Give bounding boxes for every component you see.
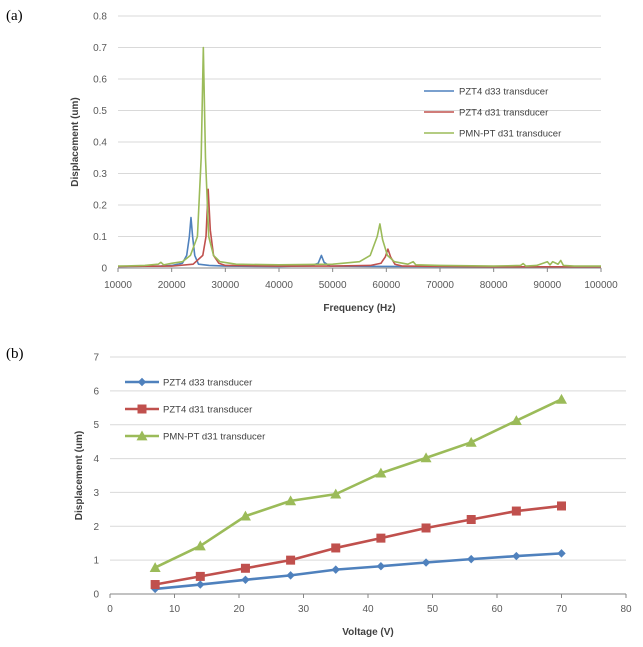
data-point-pzt4-d31-transducer <box>331 543 341 553</box>
data-point-pmn-pt-d31-transducer <box>375 467 387 478</box>
y-tick-label: 0 <box>93 590 99 601</box>
x-tick-label: 60 <box>491 604 503 615</box>
data-point-pmn-pt-d31-transducer <box>239 510 251 521</box>
y-tick-label: 0.3 <box>93 169 107 180</box>
data-point-pmn-pt-d31-transducer <box>194 540 206 551</box>
x-tick-label: 90000 <box>533 280 561 291</box>
legend-label-pzt4-d33-transducer: PZT4 d33 transducer <box>163 378 252 389</box>
x-tick-label: 50 <box>427 604 439 615</box>
series-line-pzt4-d33-transducer <box>117 216 601 268</box>
data-point-pzt4-d31-transducer <box>557 501 566 511</box>
data-point-pzt4-d33-transducer <box>241 575 250 584</box>
y-tick-label: 3 <box>93 488 99 499</box>
x-tick-label: 100000 <box>584 280 618 291</box>
x-tick-label: 30000 <box>211 280 239 291</box>
legend-label-pzt4-d31-transducer: PZT4 d31 transducer <box>459 108 548 119</box>
data-point-pzt4-d31-transducer <box>150 580 160 590</box>
y-tick-label: 0.7 <box>93 43 107 54</box>
series-line-pzt4-d31-transducer <box>154 504 562 586</box>
y-tick-label: 0.8 <box>93 12 107 23</box>
data-point-pzt4-d33-transducer <box>421 558 431 567</box>
legend-label-pzt4-d31-transducer: PZT4 d31 transducer <box>163 405 252 416</box>
y-tick-label: 7 <box>93 353 99 364</box>
data-point-pzt4-d31-transducer <box>240 563 250 573</box>
x-tick-label: 0 <box>107 604 113 615</box>
y-tick-label: 1 <box>93 556 99 567</box>
data-point-pzt4-d31-transducer <box>286 555 296 565</box>
y-tick-label: 6 <box>93 386 99 397</box>
data-point-pzt4-d31-transducer <box>511 506 521 516</box>
x-tick-label: 40 <box>362 604 374 615</box>
x-tick-label: 70000 <box>426 280 454 291</box>
y-tick-label: 2 <box>93 522 99 533</box>
series-line-pmn-pt-d31-transducer <box>154 398 563 569</box>
data-point-pmn-pt-d31-transducer <box>556 393 567 404</box>
data-point-pmn-pt-d31-transducer <box>285 495 297 506</box>
y-tick-label: 0 <box>101 264 107 275</box>
y-tick-label: 0.1 <box>93 232 107 243</box>
data-point-pmn-pt-d31-transducer <box>149 562 161 572</box>
data-point-pmn-pt-d31-transducer <box>420 452 432 463</box>
y-tick-label: 0.4 <box>93 138 107 149</box>
data-point-pzt4-d33-transducer <box>467 554 476 564</box>
x-tick-label: 10 <box>169 604 181 615</box>
data-point-pzt4-d33-transducer <box>557 549 566 558</box>
x-tick-label: 30 <box>298 604 310 615</box>
data-point-pmn-pt-d31-transducer <box>510 415 522 426</box>
panel-b-label: (b) <box>6 346 24 362</box>
frequency-response-chart: 0 0.1 0.2 0.3 0.4 0.5 0.6 0.7 0.8 10000 20000 30000… <box>70 12 618 315</box>
legend-label-pmn-pt-d31-transducer: PMN-PT d31 transducer <box>459 129 561 140</box>
series-line-pmn-pt-d31-transducer <box>117 46 601 267</box>
legend-label-pzt4-d33-transducer: PZT4 d33 transducer <box>459 87 548 98</box>
x-tick-label: 80 <box>620 604 632 615</box>
x-tick-label: 20 <box>233 604 245 615</box>
legend-label-pmn-pt-d31-transducer: PMN-PT d31 transducer <box>163 432 265 443</box>
y-axis-title: Displacement (um) <box>70 97 81 186</box>
y-tick-label: 0.6 <box>93 75 107 86</box>
data-point-pmn-pt-d31-transducer <box>465 436 477 447</box>
legend-marker-pzt4-d33-transducer <box>137 377 147 387</box>
y-tick-label: 0.2 <box>93 201 107 212</box>
x-tick-label: 70 <box>556 604 568 615</box>
data-point-pzt4-d31-transducer <box>195 571 205 581</box>
series-line-pzt4-d33-transducer <box>155 552 562 591</box>
data-point-pzt4-d33-transducer <box>376 562 386 571</box>
legend-marker-pmn-pt-d31-transducer <box>136 430 148 441</box>
x-tick-label: 40000 <box>265 280 293 291</box>
data-point-pzt4-d33-transducer <box>286 571 295 580</box>
x-axis-title: Frequency (Hz) <box>323 303 395 314</box>
y-axis-title: Displacement (um) <box>74 431 85 520</box>
data-point-pzt4-d31-transducer <box>376 533 386 543</box>
y-tick-label: 4 <box>93 454 99 465</box>
panel-a-label: (a) <box>6 8 23 24</box>
x-tick-label: 20000 <box>158 280 186 291</box>
data-point-pzt4-d31-transducer <box>421 523 431 533</box>
x-tick-label: 80000 <box>480 280 508 291</box>
y-tick-label: 5 <box>93 420 99 431</box>
x-axis-title: Voltage (V) <box>342 627 393 638</box>
data-point-pzt4-d31-transducer <box>466 515 476 525</box>
legend-marker-pzt4-d31-transducer <box>137 404 147 414</box>
y-tick-label: 0.5 <box>93 106 107 117</box>
data-point-pzt4-d33-transducer <box>331 565 340 574</box>
x-tick-label: 60000 <box>372 280 400 291</box>
x-tick-label: 10000 <box>104 280 132 291</box>
data-point-pzt4-d33-transducer <box>196 580 205 589</box>
data-point-pmn-pt-d31-transducer <box>330 488 342 499</box>
x-tick-label: 50000 <box>319 280 347 291</box>
data-point-pzt4-d33-transducer <box>512 551 521 561</box>
